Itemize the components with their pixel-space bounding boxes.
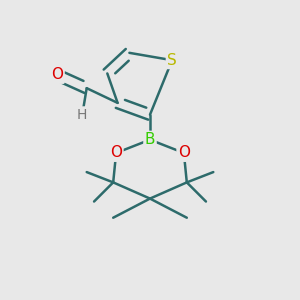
Text: S: S: [167, 53, 177, 68]
Text: O: O: [51, 68, 63, 82]
Text: H: H: [77, 108, 88, 122]
Text: B: B: [145, 132, 155, 147]
Text: O: O: [178, 146, 190, 160]
Text: O: O: [110, 146, 122, 160]
